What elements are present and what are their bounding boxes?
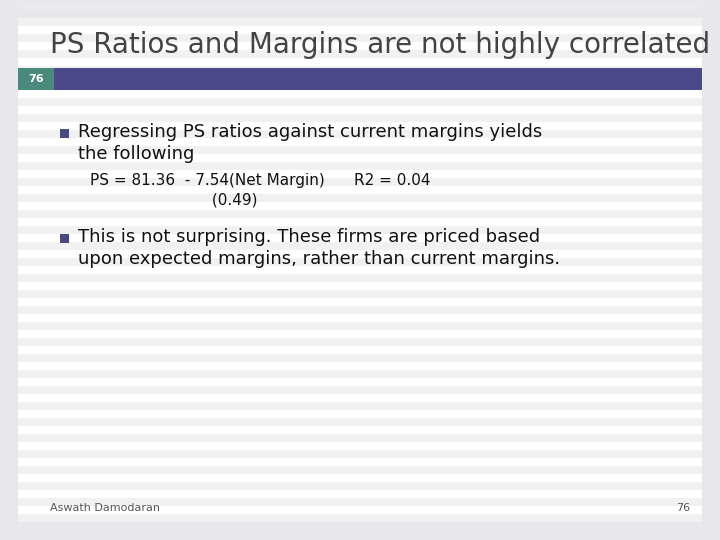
Text: This is not surprising. These firms are priced based: This is not surprising. These firms are … — [78, 228, 540, 246]
Bar — [18, 386, 702, 394]
Bar — [18, 434, 702, 442]
Text: Regressing PS ratios against current margins yields: Regressing PS ratios against current mar… — [78, 123, 542, 141]
Bar — [18, 450, 702, 458]
Bar — [18, 338, 702, 346]
Text: Aswath Damodaran: Aswath Damodaran — [50, 503, 160, 513]
Bar — [18, 146, 702, 154]
Bar — [18, 482, 702, 490]
Bar — [18, 290, 702, 298]
Bar — [18, 162, 702, 170]
Bar — [18, 258, 702, 266]
Bar — [18, 370, 702, 378]
Bar — [60, 129, 69, 138]
Bar — [18, 306, 702, 314]
Bar — [18, 114, 702, 122]
Bar — [18, 82, 702, 90]
Bar — [18, 178, 702, 186]
Text: upon expected margins, rather than current margins.: upon expected margins, rather than curre… — [78, 250, 560, 268]
Bar — [18, 50, 702, 58]
Bar — [18, 514, 702, 522]
Bar — [18, 210, 702, 218]
Bar — [18, 34, 702, 42]
Text: (0.49): (0.49) — [90, 192, 258, 207]
Bar — [18, 274, 702, 282]
Text: 76: 76 — [28, 74, 44, 84]
Bar — [18, 130, 702, 138]
Text: 76: 76 — [676, 503, 690, 513]
Bar — [18, 226, 702, 234]
Bar — [18, 68, 54, 90]
Bar — [18, 466, 702, 474]
Bar — [18, 402, 702, 410]
Text: PS Ratios and Margins are not highly correlated: PS Ratios and Margins are not highly cor… — [50, 31, 710, 59]
Bar — [60, 234, 69, 243]
Text: the following: the following — [78, 145, 194, 163]
Bar — [54, 68, 702, 90]
Bar — [18, 242, 702, 250]
Text: PS = 81.36  - 7.54(Net Margin)      R2 = 0.04: PS = 81.36 - 7.54(Net Margin) R2 = 0.04 — [90, 172, 431, 187]
Bar — [18, 418, 702, 426]
Bar — [18, 66, 702, 74]
Bar — [18, 194, 702, 202]
Bar — [18, 354, 702, 362]
Bar — [18, 322, 702, 330]
Bar — [18, 2, 702, 10]
Bar — [18, 498, 702, 506]
Bar — [18, 18, 702, 26]
Bar — [18, 98, 702, 106]
